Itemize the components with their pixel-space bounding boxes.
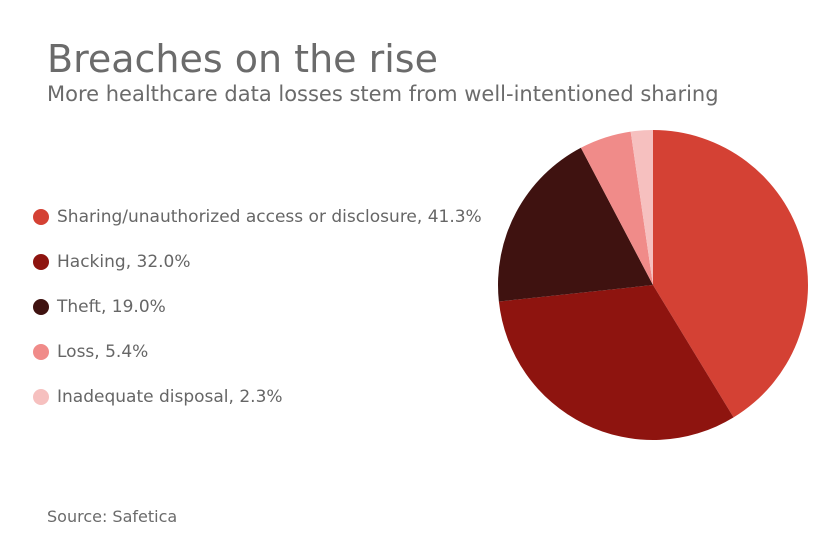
legend-separator: , xyxy=(416,206,428,227)
legend-swatch xyxy=(33,388,49,405)
pie-slice xyxy=(498,285,734,440)
legend-swatch xyxy=(33,208,49,225)
legend-label: Inadequate disposal, 2.3% xyxy=(57,387,283,407)
legend-value: 2.3% xyxy=(239,386,283,407)
legend-item: Sharing/unauthorized access or disclosur… xyxy=(33,194,482,239)
legend-swatch xyxy=(33,253,49,270)
chart-title: Breaches on the rise xyxy=(47,37,438,81)
legend-label: Theft, 19.0% xyxy=(57,297,166,317)
pie-slice xyxy=(653,130,808,418)
legend-separator: , xyxy=(125,251,137,272)
legend-swatch xyxy=(33,343,49,360)
legend-value: 5.4% xyxy=(105,341,149,362)
source-note: Source: Safetica xyxy=(47,507,178,526)
legend-item: Hacking, 32.0% xyxy=(33,239,482,284)
pie-slice xyxy=(580,131,653,285)
legend-category: Loss xyxy=(57,341,95,362)
legend-swatch xyxy=(33,298,49,315)
legend-category: Sharing/unauthorized access or disclosur… xyxy=(57,206,417,227)
legend-label: Hacking, 32.0% xyxy=(57,252,191,272)
legend-value: 32.0% xyxy=(136,251,191,272)
legend-item: Theft, 19.0% xyxy=(33,284,482,329)
legend-label: Sharing/unauthorized access or disclosur… xyxy=(57,207,482,227)
legend-category: Inadequate disposal xyxy=(57,386,229,407)
legend-category: Hacking xyxy=(57,251,126,272)
legend-item: Inadequate disposal, 2.3% xyxy=(33,374,482,419)
legend-separator: , xyxy=(228,386,240,407)
legend-item: Loss, 5.4% xyxy=(33,329,482,374)
pie-chart xyxy=(498,130,808,440)
pie-slice xyxy=(498,147,653,302)
chart-subtitle: More healthcare data losses stem from we… xyxy=(47,82,719,106)
legend-separator: , xyxy=(94,341,106,362)
legend-label: Loss, 5.4% xyxy=(57,342,148,362)
legend-category: Theft xyxy=(57,296,101,317)
chart-legend: Sharing/unauthorized access or disclosur… xyxy=(33,194,482,419)
legend-separator: , xyxy=(100,296,112,317)
pie-slice xyxy=(630,130,653,285)
legend-value: 19.0% xyxy=(111,296,166,317)
legend-value: 41.3% xyxy=(427,206,482,227)
